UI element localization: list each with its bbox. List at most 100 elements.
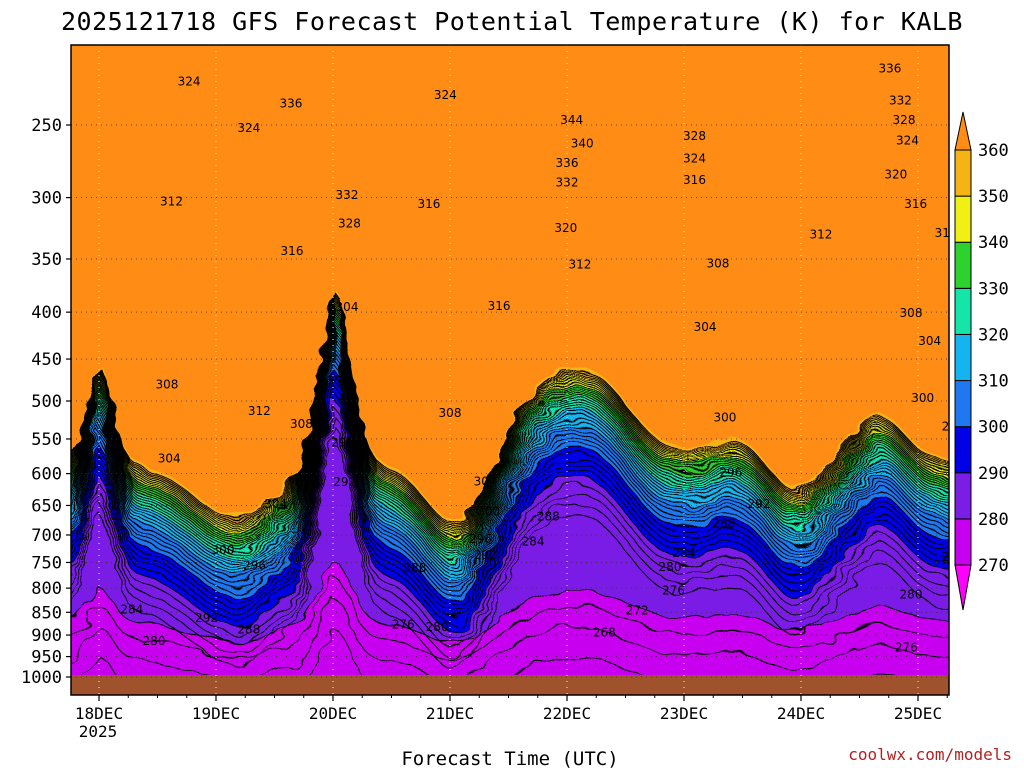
isentrope-lines bbox=[71, 290, 949, 695]
isentrope-342 bbox=[71, 303, 949, 538]
plot-area: 328 3403243243363243403363323283243443403… bbox=[71, 33, 965, 695]
contour-label: 316 bbox=[488, 299, 511, 313]
isentrope-350 bbox=[71, 296, 949, 530]
contour-label: 304 bbox=[158, 452, 181, 466]
isentrope-320 bbox=[71, 330, 949, 565]
x-year-label: 2025 bbox=[79, 722, 118, 741]
y-tick-label: 950 bbox=[31, 648, 62, 668]
contour-label: 316 bbox=[904, 197, 927, 211]
x-tick-label: 21DEC bbox=[426, 704, 474, 723]
contour-label: 324 bbox=[178, 74, 201, 88]
y-tick-label: 850 bbox=[31, 603, 62, 623]
y-tick-label: 1000 bbox=[21, 668, 62, 688]
contour-label: 312 bbox=[160, 195, 183, 209]
contour-label: 272 bbox=[626, 603, 649, 617]
contour-label: 284 bbox=[942, 550, 965, 564]
colorbar-segment bbox=[954, 426, 972, 474]
contour-label: 344 bbox=[560, 113, 583, 127]
y-tick-label: 500 bbox=[31, 392, 62, 412]
y-tick-label: 550 bbox=[31, 430, 62, 450]
contour-label: 296 bbox=[331, 436, 354, 450]
isentrope-278 bbox=[71, 578, 949, 661]
contour-label: 296 bbox=[469, 532, 492, 546]
isentrope-308 bbox=[71, 351, 949, 585]
contour-label: 304 bbox=[336, 300, 359, 314]
isentrope-346 bbox=[71, 299, 949, 534]
y-tick-label: 600 bbox=[31, 465, 62, 485]
contour-label: 304 bbox=[918, 334, 941, 348]
contour-label: 320 bbox=[554, 221, 577, 235]
contour-label: 300 bbox=[326, 374, 349, 388]
isentrope-304 bbox=[71, 359, 949, 593]
contour-label: 324 bbox=[237, 121, 260, 135]
contour-label: 328 bbox=[338, 216, 361, 230]
isentrope-314 bbox=[71, 340, 949, 574]
isentrope-348 bbox=[71, 297, 949, 532]
y-tick-label: 650 bbox=[31, 496, 62, 516]
contour-label: 292 bbox=[474, 548, 497, 562]
isentrope-336 bbox=[71, 310, 949, 544]
y-axis: 250 300 350 400 450 500 550 600 650 700 750 800 850 9… bbox=[21, 116, 71, 688]
y-tick-label: 750 bbox=[31, 553, 62, 573]
contour-label: 332 bbox=[336, 188, 359, 202]
contour-label: 288 bbox=[403, 561, 426, 575]
isentrope-328 bbox=[71, 319, 949, 554]
isentrope-322 bbox=[71, 327, 949, 562]
contour-label: 284 bbox=[673, 546, 696, 560]
contour-label: 332 bbox=[889, 93, 912, 107]
y-tick-label: 450 bbox=[31, 350, 62, 370]
contour-label: 308 bbox=[155, 378, 178, 392]
chart-title: 2025121718 GFS Forecast Potential Temper… bbox=[61, 7, 963, 36]
x-tick-label: 22DEC bbox=[543, 704, 591, 723]
isentrope-298 bbox=[71, 373, 949, 607]
contour-label: 296 bbox=[942, 419, 965, 433]
contour-label: 268 bbox=[593, 625, 616, 639]
colorbar: 270 280 290 300 310 320 330 340 350 360 bbox=[954, 111, 1009, 611]
isentrope-292 bbox=[71, 391, 949, 625]
colorbar-segment bbox=[954, 472, 972, 520]
isentrope-340 bbox=[71, 305, 949, 540]
colorbar-segment bbox=[954, 380, 972, 428]
isentrope-352 bbox=[71, 294, 949, 528]
contour-label: 308 bbox=[439, 406, 462, 420]
contour-label: 280 bbox=[900, 588, 923, 602]
isentrope-306 bbox=[71, 355, 949, 589]
grid bbox=[71, 45, 949, 695]
colorbar-label: 300 bbox=[978, 418, 1009, 438]
contour-label: 280 bbox=[426, 620, 449, 634]
isentrope-356 bbox=[71, 290, 949, 524]
contour-label: 296 bbox=[719, 465, 742, 479]
x-tick-label: 24DEC bbox=[777, 704, 825, 723]
contour-label: 296 bbox=[243, 559, 266, 573]
y-tick-label: 350 bbox=[31, 250, 62, 270]
contour-label: 340 bbox=[744, 33, 767, 47]
x-axis: 18DEC 19DEC 20DEC 21DEC 22DEC 23DEC 24DEC 25DEC bbox=[75, 695, 948, 723]
contour-label: 336 bbox=[556, 156, 579, 170]
contour-label: 336 bbox=[279, 97, 302, 111]
colorbar-label: 330 bbox=[978, 279, 1009, 299]
colorbar-label: 280 bbox=[978, 510, 1009, 530]
contour-label: 304 bbox=[264, 497, 287, 511]
x-tick-label: 18DEC bbox=[75, 704, 123, 723]
contour-label: 304 bbox=[694, 320, 717, 334]
contour-label: 324 bbox=[434, 88, 457, 102]
contour-label: 276 bbox=[392, 618, 415, 632]
isentrope-296 bbox=[71, 379, 949, 613]
contour-label: 280 bbox=[143, 634, 166, 648]
contour-label: 276 bbox=[895, 641, 918, 655]
colorbar-bottom-arrow bbox=[954, 564, 972, 611]
colorbar-label: 350 bbox=[978, 187, 1009, 207]
colorbar-label: 360 bbox=[978, 141, 1009, 161]
contour-label: 304 bbox=[474, 475, 497, 489]
contour-label: 320 bbox=[884, 167, 907, 181]
colorbar-label: 290 bbox=[978, 464, 1009, 484]
isentrope-334 bbox=[71, 312, 949, 546]
colorbar-segment bbox=[954, 333, 972, 382]
isentrope-332 bbox=[71, 314, 949, 549]
contour-label: 288 bbox=[537, 509, 560, 523]
colorbar-label: 270 bbox=[978, 556, 1009, 576]
contour-label: 308 bbox=[706, 257, 729, 271]
y-tick-label: 250 bbox=[31, 116, 62, 136]
isentrope-354 bbox=[71, 292, 949, 526]
contour-label: 292 bbox=[195, 611, 218, 625]
